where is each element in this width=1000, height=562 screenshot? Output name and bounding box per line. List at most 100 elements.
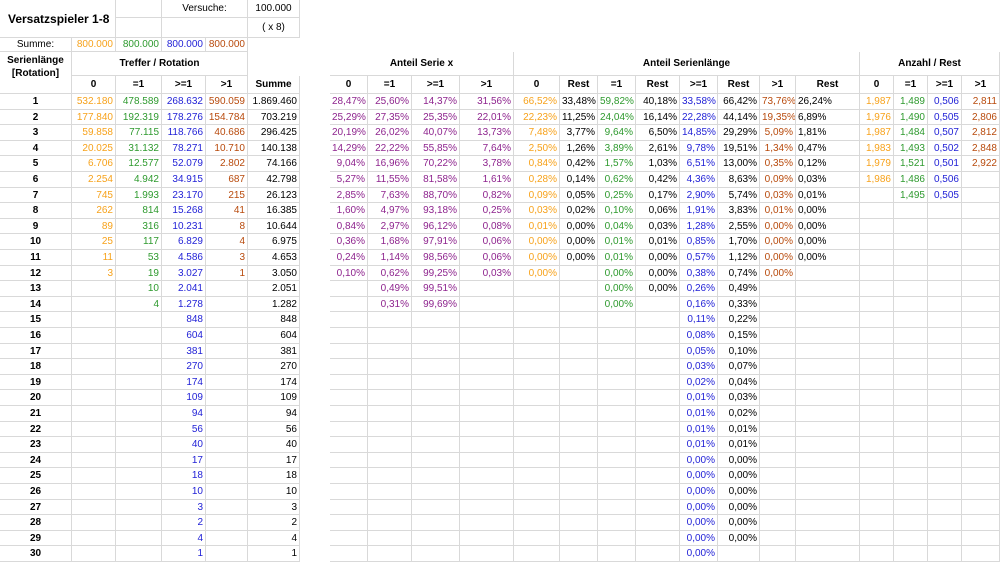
table-cell[interactable]: 1,521 (894, 156, 928, 172)
table-cell[interactable] (368, 500, 412, 515)
table-cell[interactable]: 88,70% (412, 188, 460, 203)
table-cell[interactable]: 0,49% (718, 281, 760, 297)
column-header-anteil_serienlaenge-3[interactable]: Rest (636, 76, 680, 94)
table-cell[interactable]: 296.425 (248, 125, 300, 141)
table-cell[interactable] (598, 453, 636, 468)
table-cell[interactable]: 22,22% (368, 141, 412, 156)
row-label[interactable]: 18 (0, 359, 72, 375)
table-cell[interactable] (330, 546, 368, 562)
row-label[interactable]: 4 (0, 141, 72, 156)
table-cell[interactable] (894, 515, 928, 531)
table-cell[interactable]: 0,10% (718, 344, 760, 359)
table-cell[interactable] (368, 359, 412, 375)
table-cell[interactable] (412, 422, 460, 437)
table-cell[interactable] (560, 344, 598, 359)
table-cell[interactable]: 0,00% (796, 234, 860, 250)
table-cell[interactable] (514, 422, 560, 437)
table-cell[interactable]: 0,03% (636, 219, 680, 234)
table-cell[interactable] (460, 297, 514, 312)
table-cell[interactable] (796, 546, 860, 562)
table-cell[interactable]: 16,96% (368, 156, 412, 172)
table-cell[interactable] (860, 188, 894, 203)
table-cell[interactable] (860, 344, 894, 359)
table-cell[interactable] (560, 515, 598, 531)
column-header-anteil_serie-1[interactable]: =1 (368, 76, 412, 94)
table-cell[interactable]: 0,00% (560, 219, 598, 234)
table-cell[interactable] (928, 281, 962, 297)
table-cell[interactable]: 3 (162, 500, 206, 515)
table-cell[interactable] (72, 484, 116, 500)
table-cell[interactable] (860, 453, 894, 468)
table-cell[interactable] (860, 546, 894, 562)
table-cell[interactable]: 5,27% (330, 172, 368, 188)
table-cell[interactable] (860, 437, 894, 453)
table-cell[interactable]: 26.123 (248, 188, 300, 203)
table-cell[interactable] (560, 406, 598, 422)
table-cell[interactable]: 174 (162, 375, 206, 390)
table-cell[interactable] (412, 515, 460, 531)
table-cell[interactable] (72, 453, 116, 468)
table-cell[interactable] (860, 234, 894, 250)
table-cell[interactable]: 316 (116, 219, 162, 234)
table-cell[interactable] (560, 390, 598, 406)
table-cell[interactable]: 73,76% (760, 94, 796, 110)
table-cell[interactable]: 178.276 (162, 110, 206, 125)
table-cell[interactable] (206, 422, 248, 437)
table-cell[interactable] (636, 437, 680, 453)
table-cell[interactable] (796, 437, 860, 453)
table-cell[interactable] (636, 390, 680, 406)
table-cell[interactable]: 0,03% (760, 188, 796, 203)
table-cell[interactable]: 66,52% (514, 94, 560, 110)
table-cell[interactable]: 0,62% (598, 172, 636, 188)
table-cell[interactable] (894, 234, 928, 250)
table-cell[interactable]: 2.051 (248, 281, 300, 297)
table-cell[interactable]: 16.385 (248, 203, 300, 219)
table-cell[interactable] (514, 359, 560, 375)
table-cell[interactable] (330, 281, 368, 297)
table-cell[interactable] (928, 546, 962, 562)
table-cell[interactable] (206, 328, 248, 344)
table-cell[interactable]: 98,56% (412, 250, 460, 266)
table-cell[interactable] (368, 312, 412, 328)
table-cell[interactable] (928, 234, 962, 250)
table-cell[interactable]: 604 (248, 328, 300, 344)
table-cell[interactable]: 70,22% (412, 156, 460, 172)
table-cell[interactable]: 7,64% (460, 141, 514, 156)
table-cell[interactable]: 4.942 (116, 172, 162, 188)
table-cell[interactable] (894, 328, 928, 344)
table-cell[interactable]: 20.025 (72, 141, 116, 156)
table-cell[interactable]: 44,14% (718, 110, 760, 125)
table-cell[interactable] (860, 359, 894, 375)
table-cell[interactable]: 0,28% (514, 172, 560, 188)
table-cell[interactable]: 25,35% (412, 110, 460, 125)
table-cell[interactable]: 13,00% (718, 156, 760, 172)
table-cell[interactable]: 0,06% (636, 203, 680, 219)
table-cell[interactable] (760, 531, 796, 546)
table-cell[interactable] (116, 375, 162, 390)
row-label[interactable]: 16 (0, 328, 72, 344)
row-label[interactable]: 1 (0, 94, 72, 110)
table-cell[interactable] (560, 297, 598, 312)
table-cell[interactable] (760, 375, 796, 390)
table-cell[interactable] (598, 390, 636, 406)
table-cell[interactable] (514, 406, 560, 422)
table-cell[interactable] (928, 297, 962, 312)
table-cell[interactable]: 0,10% (330, 266, 368, 281)
table-cell[interactable]: 0,36% (330, 234, 368, 250)
table-cell[interactable] (718, 546, 760, 562)
table-cell[interactable] (514, 344, 560, 359)
table-cell[interactable]: 1,484 (894, 125, 928, 141)
table-cell[interactable] (514, 375, 560, 390)
table-cell[interactable]: 1,70% (718, 234, 760, 250)
versuche-label[interactable]: Versuche: (162, 0, 248, 18)
table-cell[interactable] (460, 531, 514, 546)
table-cell[interactable]: 215 (206, 188, 248, 203)
table-cell[interactable] (116, 390, 162, 406)
table-cell[interactable] (206, 297, 248, 312)
summe-value-2[interactable]: 800.000 (162, 38, 206, 52)
table-cell[interactable] (330, 344, 368, 359)
table-cell[interactable]: 18 (248, 468, 300, 484)
row-label[interactable]: 6 (0, 172, 72, 188)
table-cell[interactable] (368, 468, 412, 484)
column-header-treffer-0[interactable]: 0 (72, 76, 116, 94)
